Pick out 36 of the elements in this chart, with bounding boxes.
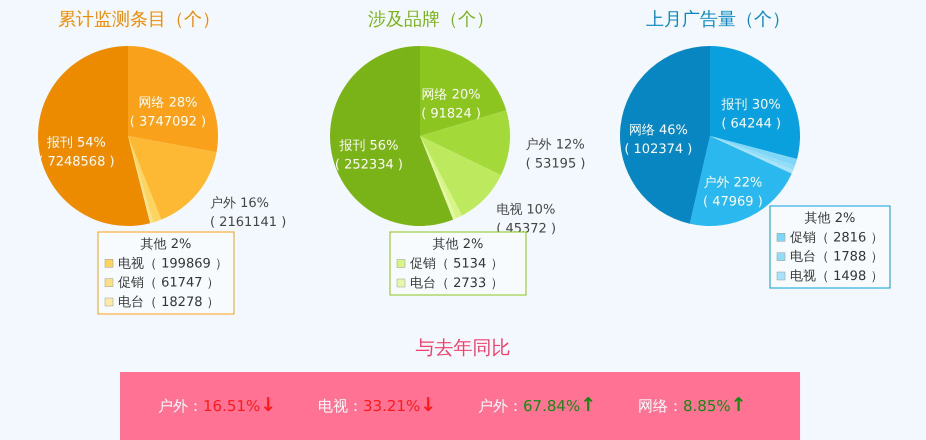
legend-label: 电台（ 18278 ）: [118, 295, 220, 310]
text: 户外：16.51%↓: [158, 394, 276, 416]
legend-label: 促销（ 5134 ）: [410, 256, 504, 272]
chart-title: 上月广告量（个）: [646, 9, 790, 30]
slice-label: 网络 28% ( 3747092 ): [130, 96, 206, 130]
text: 电视：33.21%↓: [318, 394, 436, 416]
text: 网络：8.85%↑: [638, 394, 747, 416]
pie-slice: [710, 136, 798, 166]
slice-label: 报刊 56% ( 252334 ): [334, 138, 403, 173]
slice-label: 户外 22% ( 47969 ): [703, 176, 763, 210]
pie-slice: [420, 136, 462, 218]
slice-label: 网络 20% ( 91824 ): [421, 87, 481, 122]
legend-label: 促销（ 61747 ）: [118, 276, 220, 291]
legend-label: 促销（ 2816 ）: [790, 230, 884, 246]
legend-label: 电台（ 1788 ）: [790, 250, 884, 265]
pie-slice: [128, 46, 218, 152]
chart-title: 涉及品牌（个）: [368, 9, 494, 30]
legend-label: 电视（ 1498 ）: [790, 269, 884, 284]
text: 其他 2%: [804, 211, 856, 226]
text: 户外：67.84%↑: [478, 394, 596, 416]
pie-slice: [710, 46, 800, 159]
text: 其他 2%: [140, 237, 192, 252]
text: 其他 2%: [432, 237, 484, 252]
pie-slice: [420, 136, 456, 220]
legend-label: 电台（ 2733 ）: [410, 276, 504, 291]
slice-label: 网络 46% ( 102374 ): [624, 123, 692, 158]
slice-label: 报刊 54% ( 7248568 ): [38, 135, 115, 170]
legend-label: 电视（ 199869 ）: [118, 256, 228, 272]
slice-label: 报刊 30% ( 64244 ): [720, 97, 782, 132]
slice-label: 户外 12% ( 53195 ): [526, 138, 586, 172]
pie-slice: [128, 136, 162, 222]
text: 与去年同比: [414, 336, 512, 361]
pie-slice: [690, 136, 792, 226]
pie-slice: [420, 46, 506, 136]
slice-label: 户外 16% ( 2161141 ): [210, 196, 286, 230]
chart-title: 累计监测条目（个）: [58, 9, 220, 30]
